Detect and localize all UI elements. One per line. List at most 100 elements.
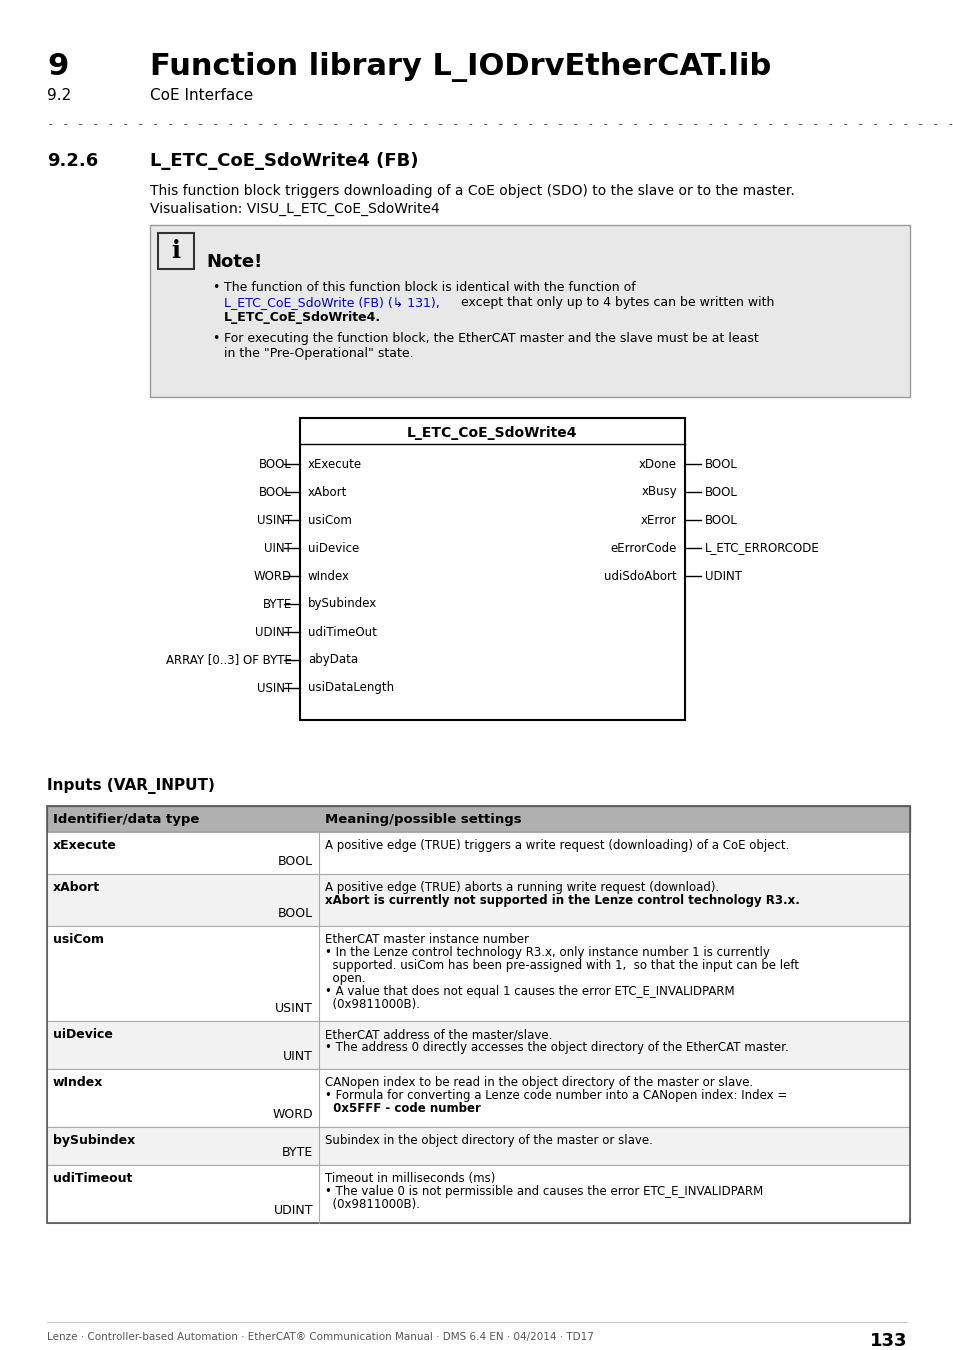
Text: UDINT: UDINT bbox=[254, 625, 292, 639]
Text: udiSdoAbort: udiSdoAbort bbox=[603, 570, 677, 582]
Text: WORD: WORD bbox=[253, 570, 292, 582]
Text: xExecute: xExecute bbox=[53, 838, 117, 852]
Text: BOOL: BOOL bbox=[704, 486, 737, 498]
Text: A positive edge (TRUE) aborts a running write request (download).: A positive edge (TRUE) aborts a running … bbox=[325, 882, 719, 894]
Text: udiTimeOut: udiTimeOut bbox=[308, 625, 376, 639]
Bar bbox=[47, 873, 909, 926]
Text: xDone: xDone bbox=[639, 458, 677, 471]
Text: BOOL: BOOL bbox=[704, 513, 737, 526]
Text: xExecute: xExecute bbox=[308, 458, 362, 471]
Text: 0x5FFF - code number: 0x5FFF - code number bbox=[325, 1102, 480, 1115]
Bar bbox=[47, 832, 909, 873]
Bar bbox=[47, 1127, 909, 1165]
Bar bbox=[299, 418, 684, 720]
Text: WORD: WORD bbox=[273, 1108, 313, 1120]
Text: USINT: USINT bbox=[274, 1002, 313, 1015]
Text: EtherCAT address of the master/slave.: EtherCAT address of the master/slave. bbox=[325, 1027, 552, 1041]
Text: ARRAY [0..3] OF BYTE: ARRAY [0..3] OF BYTE bbox=[166, 653, 292, 667]
Text: abyData: abyData bbox=[308, 653, 357, 667]
Text: in the "Pre-Operational" state.: in the "Pre-Operational" state. bbox=[224, 347, 414, 360]
Text: 133: 133 bbox=[868, 1332, 906, 1350]
Text: UDINT: UDINT bbox=[704, 570, 741, 582]
Text: uiDevice: uiDevice bbox=[53, 1027, 112, 1041]
Text: UINT: UINT bbox=[283, 1050, 313, 1062]
Text: Inputs (VAR_INPUT): Inputs (VAR_INPUT) bbox=[47, 778, 214, 794]
Text: EtherCAT master instance number: EtherCAT master instance number bbox=[325, 933, 529, 946]
Text: L_ETC_CoE_SdoWrite4 (FB): L_ETC_CoE_SdoWrite4 (FB) bbox=[150, 153, 418, 170]
Text: BOOL: BOOL bbox=[277, 855, 313, 868]
Text: xAbort: xAbort bbox=[53, 882, 100, 894]
Text: BOOL: BOOL bbox=[259, 458, 292, 471]
Text: BOOL: BOOL bbox=[704, 458, 737, 471]
Text: Identifier/data type: Identifier/data type bbox=[53, 813, 199, 825]
Text: xAbort: xAbort bbox=[308, 486, 347, 498]
Bar bbox=[47, 1165, 909, 1223]
Bar bbox=[47, 806, 909, 832]
Bar bbox=[47, 806, 909, 1223]
Text: udiTimeout: udiTimeout bbox=[53, 1172, 132, 1185]
Text: L_ETC_CoE_SdoWrite4.: L_ETC_CoE_SdoWrite4. bbox=[224, 310, 381, 324]
Text: Function library L_IODrvEtherCAT.lib: Function library L_IODrvEtherCAT.lib bbox=[150, 53, 770, 82]
Bar bbox=[47, 1021, 909, 1069]
Text: •: • bbox=[212, 332, 219, 346]
Bar bbox=[47, 1127, 909, 1165]
Bar bbox=[158, 234, 193, 269]
Bar bbox=[47, 1021, 909, 1069]
Text: CANopen index to be read in the object directory of the master or slave.: CANopen index to be read in the object d… bbox=[325, 1076, 753, 1089]
Text: open.: open. bbox=[325, 972, 365, 986]
Text: except that only up to 4 bytes can be written with: except that only up to 4 bytes can be wr… bbox=[456, 296, 774, 309]
Text: eErrorCode: eErrorCode bbox=[610, 541, 677, 555]
Text: bySubindex: bySubindex bbox=[53, 1134, 135, 1148]
Text: L_ETC_ERRORCODE: L_ETC_ERRORCODE bbox=[704, 541, 819, 555]
Text: usiCom: usiCom bbox=[53, 933, 104, 946]
Text: (0x9811000B).: (0x9811000B). bbox=[325, 998, 419, 1011]
Text: Note!: Note! bbox=[206, 252, 262, 271]
Bar bbox=[47, 873, 909, 926]
Text: BYTE: BYTE bbox=[262, 598, 292, 610]
Text: This function block triggers downloading of a CoE object (SDO) to the slave or t: This function block triggers downloading… bbox=[150, 184, 794, 198]
Text: The function of this function block is identical with the function of: The function of this function block is i… bbox=[224, 281, 635, 294]
Text: L_ETC_CoE_SdoWrite4: L_ETC_CoE_SdoWrite4 bbox=[407, 427, 578, 440]
Bar bbox=[47, 1069, 909, 1127]
Text: 9: 9 bbox=[47, 53, 69, 81]
Text: • Formula for converting a Lenze code number into a CANopen index: Index =: • Formula for converting a Lenze code nu… bbox=[325, 1089, 786, 1102]
Text: For executing the function block, the EtherCAT master and the slave must be at l: For executing the function block, the Et… bbox=[224, 332, 758, 346]
Text: xAbort is currently not supported in the Lenze control technology R3.x.: xAbort is currently not supported in the… bbox=[325, 894, 799, 907]
Bar bbox=[47, 832, 909, 873]
Text: • A value that does not equal 1 causes the error ETC_E_INVALIDPARM: • A value that does not equal 1 causes t… bbox=[325, 986, 734, 998]
Bar bbox=[47, 926, 909, 1021]
Text: Lenze · Controller-based Automation · EtherCAT® Communication Manual · DMS 6.4 E: Lenze · Controller-based Automation · Et… bbox=[47, 1332, 594, 1342]
Text: (0x9811000B).: (0x9811000B). bbox=[325, 1197, 419, 1211]
Text: •: • bbox=[212, 281, 219, 294]
Text: wIndex: wIndex bbox=[308, 570, 350, 582]
Text: BYTE: BYTE bbox=[281, 1146, 313, 1160]
Text: Subindex in the object directory of the master or slave.: Subindex in the object directory of the … bbox=[325, 1134, 652, 1148]
Text: • The address 0 directly accesses the object directory of the EtherCAT master.: • The address 0 directly accesses the ob… bbox=[325, 1041, 788, 1054]
Text: 9.2: 9.2 bbox=[47, 88, 71, 103]
Text: • In the Lenze control technology R3.x, only instance number 1 is currently: • In the Lenze control technology R3.x, … bbox=[325, 946, 769, 958]
Text: UINT: UINT bbox=[264, 541, 292, 555]
Text: wIndex: wIndex bbox=[53, 1076, 103, 1089]
Text: xError: xError bbox=[640, 513, 677, 526]
Text: UDINT: UDINT bbox=[274, 1204, 313, 1216]
Text: 9.2.6: 9.2.6 bbox=[47, 153, 98, 170]
Bar bbox=[47, 806, 909, 832]
Text: USINT: USINT bbox=[256, 513, 292, 526]
Bar bbox=[47, 1165, 909, 1223]
Text: USINT: USINT bbox=[256, 682, 292, 694]
Text: L_ETC_CoE_SdoWrite (FB) (↳ 131),: L_ETC_CoE_SdoWrite (FB) (↳ 131), bbox=[224, 296, 439, 309]
Text: i: i bbox=[172, 239, 180, 263]
Bar bbox=[150, 225, 909, 397]
Bar bbox=[47, 926, 909, 1021]
Bar bbox=[47, 1069, 909, 1127]
Text: Visualisation: VISU_L_ETC_CoE_SdoWrite4: Visualisation: VISU_L_ETC_CoE_SdoWrite4 bbox=[150, 202, 439, 216]
Text: - - - - - - - - - - - - - - - - - - - - - - - - - - - - - - - - - - - - - - - - : - - - - - - - - - - - - - - - - - - - - … bbox=[47, 117, 953, 131]
Text: BOOL: BOOL bbox=[277, 907, 313, 919]
Text: • The value 0 is not permissible and causes the error ETC_E_INVALIDPARM: • The value 0 is not permissible and cau… bbox=[325, 1185, 762, 1197]
Text: xBusy: xBusy bbox=[640, 486, 677, 498]
Text: BOOL: BOOL bbox=[259, 486, 292, 498]
Text: usiCom: usiCom bbox=[308, 513, 352, 526]
Text: uiDevice: uiDevice bbox=[308, 541, 359, 555]
Text: Timeout in milliseconds (ms): Timeout in milliseconds (ms) bbox=[325, 1172, 495, 1185]
Text: Meaning/possible settings: Meaning/possible settings bbox=[325, 813, 521, 825]
